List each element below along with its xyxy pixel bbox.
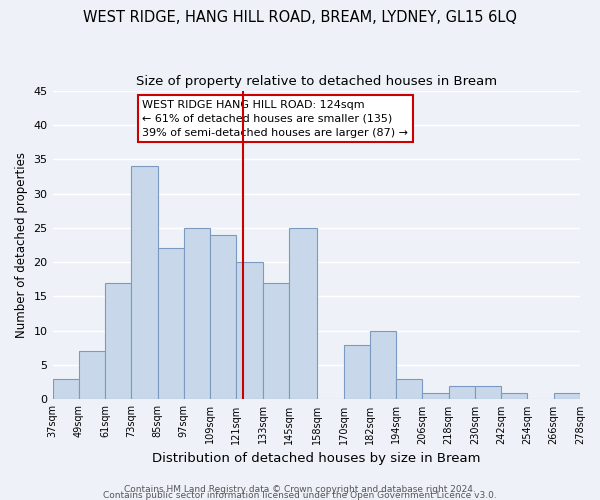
Bar [79, 352, 105, 400]
Bar [554, 392, 580, 400]
Bar [289, 228, 317, 400]
Bar [263, 282, 289, 400]
Bar [158, 248, 184, 400]
Bar [449, 386, 475, 400]
Bar [131, 166, 158, 400]
Bar [501, 392, 527, 400]
X-axis label: Distribution of detached houses by size in Bream: Distribution of detached houses by size … [152, 452, 481, 465]
Bar [422, 392, 449, 400]
Bar [210, 234, 236, 400]
Bar [105, 282, 131, 400]
Bar [344, 344, 370, 400]
Text: Contains public sector information licensed under the Open Government Licence v3: Contains public sector information licen… [103, 490, 497, 500]
Text: WEST RIDGE, HANG HILL ROAD, BREAM, LYDNEY, GL15 6LQ: WEST RIDGE, HANG HILL ROAD, BREAM, LYDNE… [83, 10, 517, 25]
Text: WEST RIDGE HANG HILL ROAD: 124sqm
← 61% of detached houses are smaller (135)
39%: WEST RIDGE HANG HILL ROAD: 124sqm ← 61% … [142, 100, 408, 138]
Bar [475, 386, 501, 400]
Bar [236, 262, 263, 400]
Bar [396, 379, 422, 400]
Bar [53, 379, 79, 400]
Bar [184, 228, 210, 400]
Text: Contains HM Land Registry data © Crown copyright and database right 2024.: Contains HM Land Registry data © Crown c… [124, 484, 476, 494]
Bar [370, 331, 396, 400]
Title: Size of property relative to detached houses in Bream: Size of property relative to detached ho… [136, 75, 497, 88]
Y-axis label: Number of detached properties: Number of detached properties [15, 152, 28, 338]
